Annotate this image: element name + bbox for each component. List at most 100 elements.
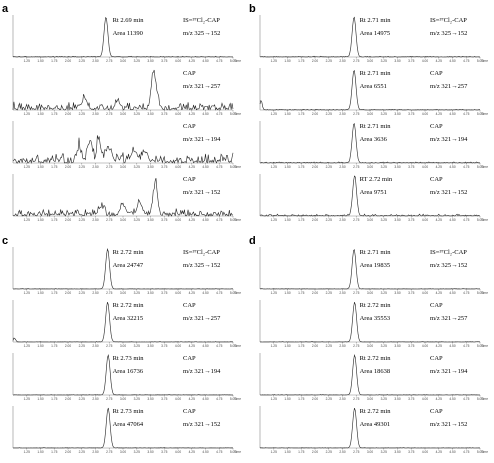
x-tick-label: 1.75 bbox=[298, 450, 304, 454]
x-tick-label: 3.75 bbox=[408, 450, 414, 454]
chromatogram-trace bbox=[259, 249, 481, 290]
x-tick-label: 2.50 bbox=[92, 450, 98, 454]
trace-row: 1.25 1.50 1.75 2.00 2.25 2.50 2.75 3.00 3.25 3.50… bbox=[12, 15, 241, 63]
mrm-transition-label: m/z 321→257 bbox=[430, 83, 468, 90]
x-tick-label: 3.25 bbox=[134, 450, 140, 454]
x-tick-label: 1.75 bbox=[51, 397, 57, 401]
compound-label: CAP bbox=[430, 302, 443, 309]
retention-time-label: Rt 2.72 min bbox=[360, 355, 392, 362]
x-tick-label: 3.25 bbox=[381, 344, 387, 348]
x-unit-label: Time bbox=[481, 218, 488, 222]
x-tick-label: 4.00 bbox=[422, 59, 428, 63]
compound-label: CAP bbox=[430, 70, 443, 77]
compound-label: CAP bbox=[183, 70, 196, 77]
x-tick-label: 3.75 bbox=[408, 112, 414, 116]
x-tick-label: 4.25 bbox=[436, 112, 442, 116]
x-tick-label: 2.25 bbox=[326, 397, 332, 401]
x-tick-label: 1.75 bbox=[298, 344, 304, 348]
retention-time-label: Rt 2.71 min bbox=[360, 17, 392, 24]
x-tick-label: 4.50 bbox=[202, 112, 208, 116]
trace-row: 1.25 1.50 1.75 2.00 2.25 2.50 2.75 3.00 3.25 3.50… bbox=[259, 15, 488, 63]
mrm-transition-label: m/z 321→152 bbox=[183, 189, 220, 196]
peak-area-label: Area 19835 bbox=[360, 262, 391, 269]
peak-area-label: Area 32215 bbox=[113, 315, 144, 322]
mrm-transition-label: m/z 325→152 bbox=[430, 262, 467, 269]
x-tick-label: 4.00 bbox=[422, 112, 428, 116]
x-tick-label: 4.25 bbox=[436, 397, 442, 401]
x-unit-label: Time bbox=[234, 450, 241, 454]
x-tick-label: 4.50 bbox=[202, 344, 208, 348]
x-tick-label: 2.50 bbox=[92, 112, 98, 116]
x-tick-label: 3.75 bbox=[161, 291, 167, 295]
x-tick-label: 3.00 bbox=[120, 450, 126, 454]
x-tick-label: 5.00 bbox=[230, 291, 236, 295]
x-tick-label: 4.75 bbox=[216, 291, 222, 295]
trace-row: 1.25 1.50 1.75 2.00 2.25 2.50 2.75 3.00 3.25 3.50… bbox=[259, 406, 488, 454]
x-tick-label: 2.00 bbox=[312, 165, 318, 169]
x-tick-label: 1.25 bbox=[271, 397, 277, 401]
x-tick-label: 3.50 bbox=[394, 344, 400, 348]
x-tick-label: 1.50 bbox=[37, 59, 43, 63]
x-tick-label: 4.50 bbox=[202, 59, 208, 63]
x-tick-label: 4.00 bbox=[175, 450, 181, 454]
x-tick-label: 4.75 bbox=[463, 165, 469, 169]
x-tick-label: 1.25 bbox=[271, 112, 277, 116]
x-tick-label: 4.75 bbox=[463, 218, 469, 222]
trace-row: 1.25 1.50 1.75 2.00 2.25 2.50 2.75 3.00 3.25 3.50… bbox=[259, 121, 488, 169]
x-tick-label: 3.00 bbox=[367, 397, 373, 401]
compound-label: IS=³⁷Cl₂-CAP bbox=[183, 249, 220, 256]
x-tick-label: 1.25 bbox=[271, 165, 277, 169]
x-tick-label: 2.50 bbox=[92, 59, 98, 63]
x-tick-label: 2.50 bbox=[339, 291, 345, 295]
x-tick-label: 1.75 bbox=[298, 218, 304, 222]
x-tick-label: 1.50 bbox=[37, 291, 43, 295]
mrm-transition-label: m/z 321→152 bbox=[430, 189, 467, 196]
x-tick-label: 5.00 bbox=[477, 291, 483, 295]
panel-c: c 1.25 1.50 1.75 2.00 2.25 2.50 2.75 3.00 3.25 3.5… bbox=[2, 235, 241, 454]
x-tick-label: 2.75 bbox=[353, 218, 359, 222]
x-tick-label: 4.50 bbox=[449, 344, 455, 348]
x-tick-label: 3.50 bbox=[394, 112, 400, 116]
x-tick-label: 4.50 bbox=[449, 450, 455, 454]
x-unit-label: Time bbox=[481, 112, 488, 116]
x-tick-label: 3.25 bbox=[134, 291, 140, 295]
x-tick-label: 4.75 bbox=[216, 165, 222, 169]
peak-area-label: Area 6551 bbox=[360, 83, 387, 90]
x-tick-label: 2.75 bbox=[353, 450, 359, 454]
peak-area-label: Area 16736 bbox=[113, 368, 144, 375]
x-tick-label: 4.75 bbox=[463, 59, 469, 63]
x-tick-label: 3.75 bbox=[161, 344, 167, 348]
x-tick-label: 1.50 bbox=[284, 112, 290, 116]
x-tick-label: 2.00 bbox=[65, 165, 71, 169]
x-tick-label: 3.25 bbox=[381, 112, 387, 116]
x-tick-label: 1.25 bbox=[24, 218, 30, 222]
x-tick-label: 1.75 bbox=[51, 165, 57, 169]
x-tick-label: 2.25 bbox=[326, 112, 332, 116]
peak-area-label: Area 35553 bbox=[360, 315, 391, 322]
trace-row: 1.25 1.50 1.75 2.00 2.25 2.50 2.75 3.00 3.25 3.50… bbox=[12, 406, 241, 454]
x-unit-label: Time bbox=[234, 59, 241, 63]
x-tick-label: 2.50 bbox=[92, 397, 98, 401]
x-tick-label: 5.00 bbox=[477, 218, 483, 222]
x-tick-label: 4.00 bbox=[175, 344, 181, 348]
x-tick-label: 1.25 bbox=[24, 450, 30, 454]
x-unit-label: Time bbox=[234, 165, 241, 169]
x-tick-label: 4.75 bbox=[463, 397, 469, 401]
x-unit-label: Time bbox=[234, 218, 241, 222]
x-tick-label: 2.75 bbox=[353, 59, 359, 63]
x-tick-label: 2.50 bbox=[92, 344, 98, 348]
peak-area-label: Area 18638 bbox=[360, 368, 391, 375]
x-tick-label: 2.50 bbox=[339, 344, 345, 348]
x-tick-label: 1.50 bbox=[284, 344, 290, 348]
x-tick-label: 1.75 bbox=[298, 291, 304, 295]
x-tick-label: 4.75 bbox=[463, 450, 469, 454]
x-tick-label: 3.00 bbox=[367, 344, 373, 348]
x-tick-label: 4.50 bbox=[202, 218, 208, 222]
x-tick-label: 1.75 bbox=[51, 218, 57, 222]
chromatogram-trace bbox=[12, 248, 234, 290]
x-tick-label: 2.25 bbox=[326, 450, 332, 454]
x-tick-label: 2.75 bbox=[106, 112, 112, 116]
trace-row: 1.25 1.50 1.75 2.00 2.25 2.50 2.75 3.00 3.25 3.50… bbox=[12, 247, 241, 295]
peak-area-label: Area 47064 bbox=[113, 421, 144, 428]
x-tick-label: 4.25 bbox=[436, 291, 442, 295]
